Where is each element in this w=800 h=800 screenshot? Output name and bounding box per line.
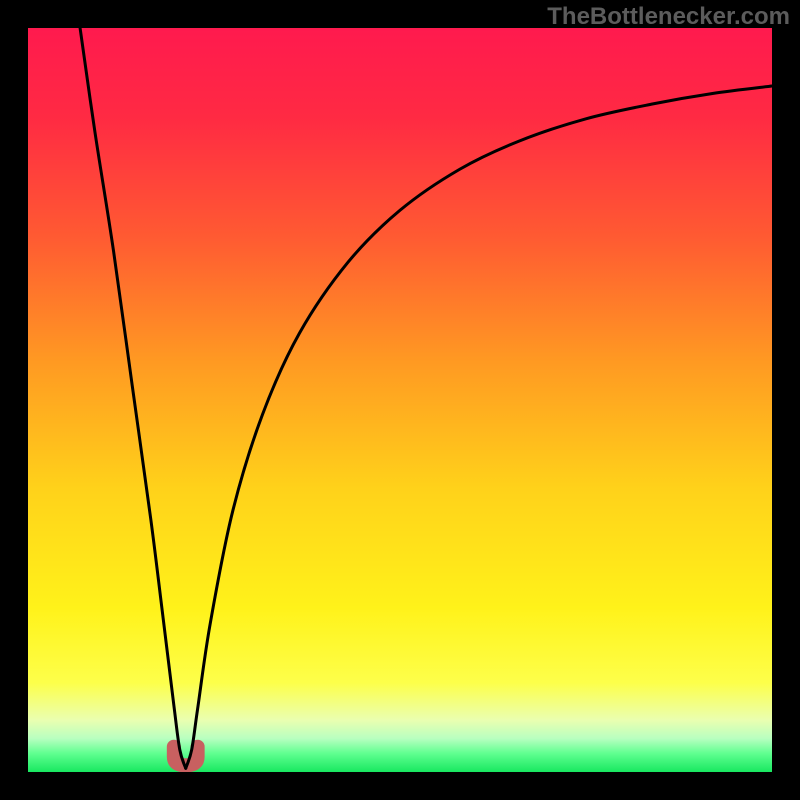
curve-right-branch (186, 86, 772, 768)
plot-area (28, 28, 772, 772)
bottleneck-marker (174, 747, 198, 766)
chart-frame: TheBottlenecker.com (0, 0, 800, 800)
curve-left-branch (80, 28, 186, 768)
watermark-text: TheBottlenecker.com (547, 3, 790, 31)
curve-layer (28, 28, 772, 772)
